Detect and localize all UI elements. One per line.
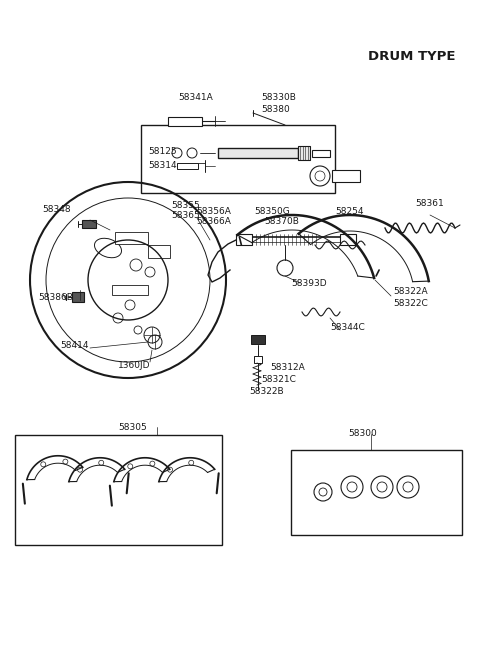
- Text: 58125: 58125: [148, 147, 177, 157]
- Bar: [218, 148, 298, 158]
- Text: 58348: 58348: [42, 204, 71, 214]
- Text: 58366A: 58366A: [196, 217, 231, 227]
- Bar: [298, 146, 310, 160]
- Bar: [332, 170, 360, 182]
- Text: 58330B: 58330B: [261, 94, 296, 102]
- Text: 58322B: 58322B: [249, 386, 284, 396]
- Bar: [312, 150, 330, 157]
- Text: 58341A: 58341A: [179, 94, 214, 102]
- Text: 58254: 58254: [335, 206, 363, 215]
- Bar: [177, 163, 198, 169]
- Bar: [82, 220, 96, 228]
- Bar: [148, 245, 170, 258]
- Text: 58355: 58355: [171, 200, 200, 210]
- Bar: [15, 435, 222, 545]
- Bar: [72, 292, 84, 302]
- Text: DRUM TYPE: DRUM TYPE: [368, 50, 455, 64]
- Bar: [168, 117, 202, 126]
- Text: 58300: 58300: [348, 430, 377, 438]
- Text: 58305: 58305: [118, 422, 147, 432]
- Bar: [254, 356, 262, 363]
- Bar: [115, 232, 148, 244]
- Text: 58365: 58365: [171, 212, 200, 221]
- Bar: [291, 450, 462, 535]
- Text: 58414: 58414: [60, 341, 88, 350]
- Text: 58350G: 58350G: [254, 206, 290, 215]
- Text: 58322A: 58322A: [393, 288, 428, 297]
- Bar: [112, 285, 148, 295]
- Text: 58356A: 58356A: [196, 206, 231, 215]
- Bar: [236, 234, 252, 245]
- Text: 58321C: 58321C: [261, 375, 296, 383]
- Text: 1360JD: 1360JD: [118, 362, 151, 371]
- Text: 58361: 58361: [415, 200, 444, 208]
- Bar: [251, 335, 265, 344]
- Bar: [141, 125, 335, 193]
- Text: 58393D: 58393D: [291, 278, 326, 288]
- Text: 58380: 58380: [261, 105, 290, 115]
- Text: 58322C: 58322C: [393, 299, 428, 307]
- Text: 58386B: 58386B: [38, 293, 73, 303]
- Text: 58344C: 58344C: [330, 322, 365, 331]
- Text: 58312A: 58312A: [270, 362, 305, 371]
- Text: 58370B: 58370B: [264, 217, 299, 227]
- Text: 58314: 58314: [148, 162, 177, 170]
- Bar: [340, 234, 356, 245]
